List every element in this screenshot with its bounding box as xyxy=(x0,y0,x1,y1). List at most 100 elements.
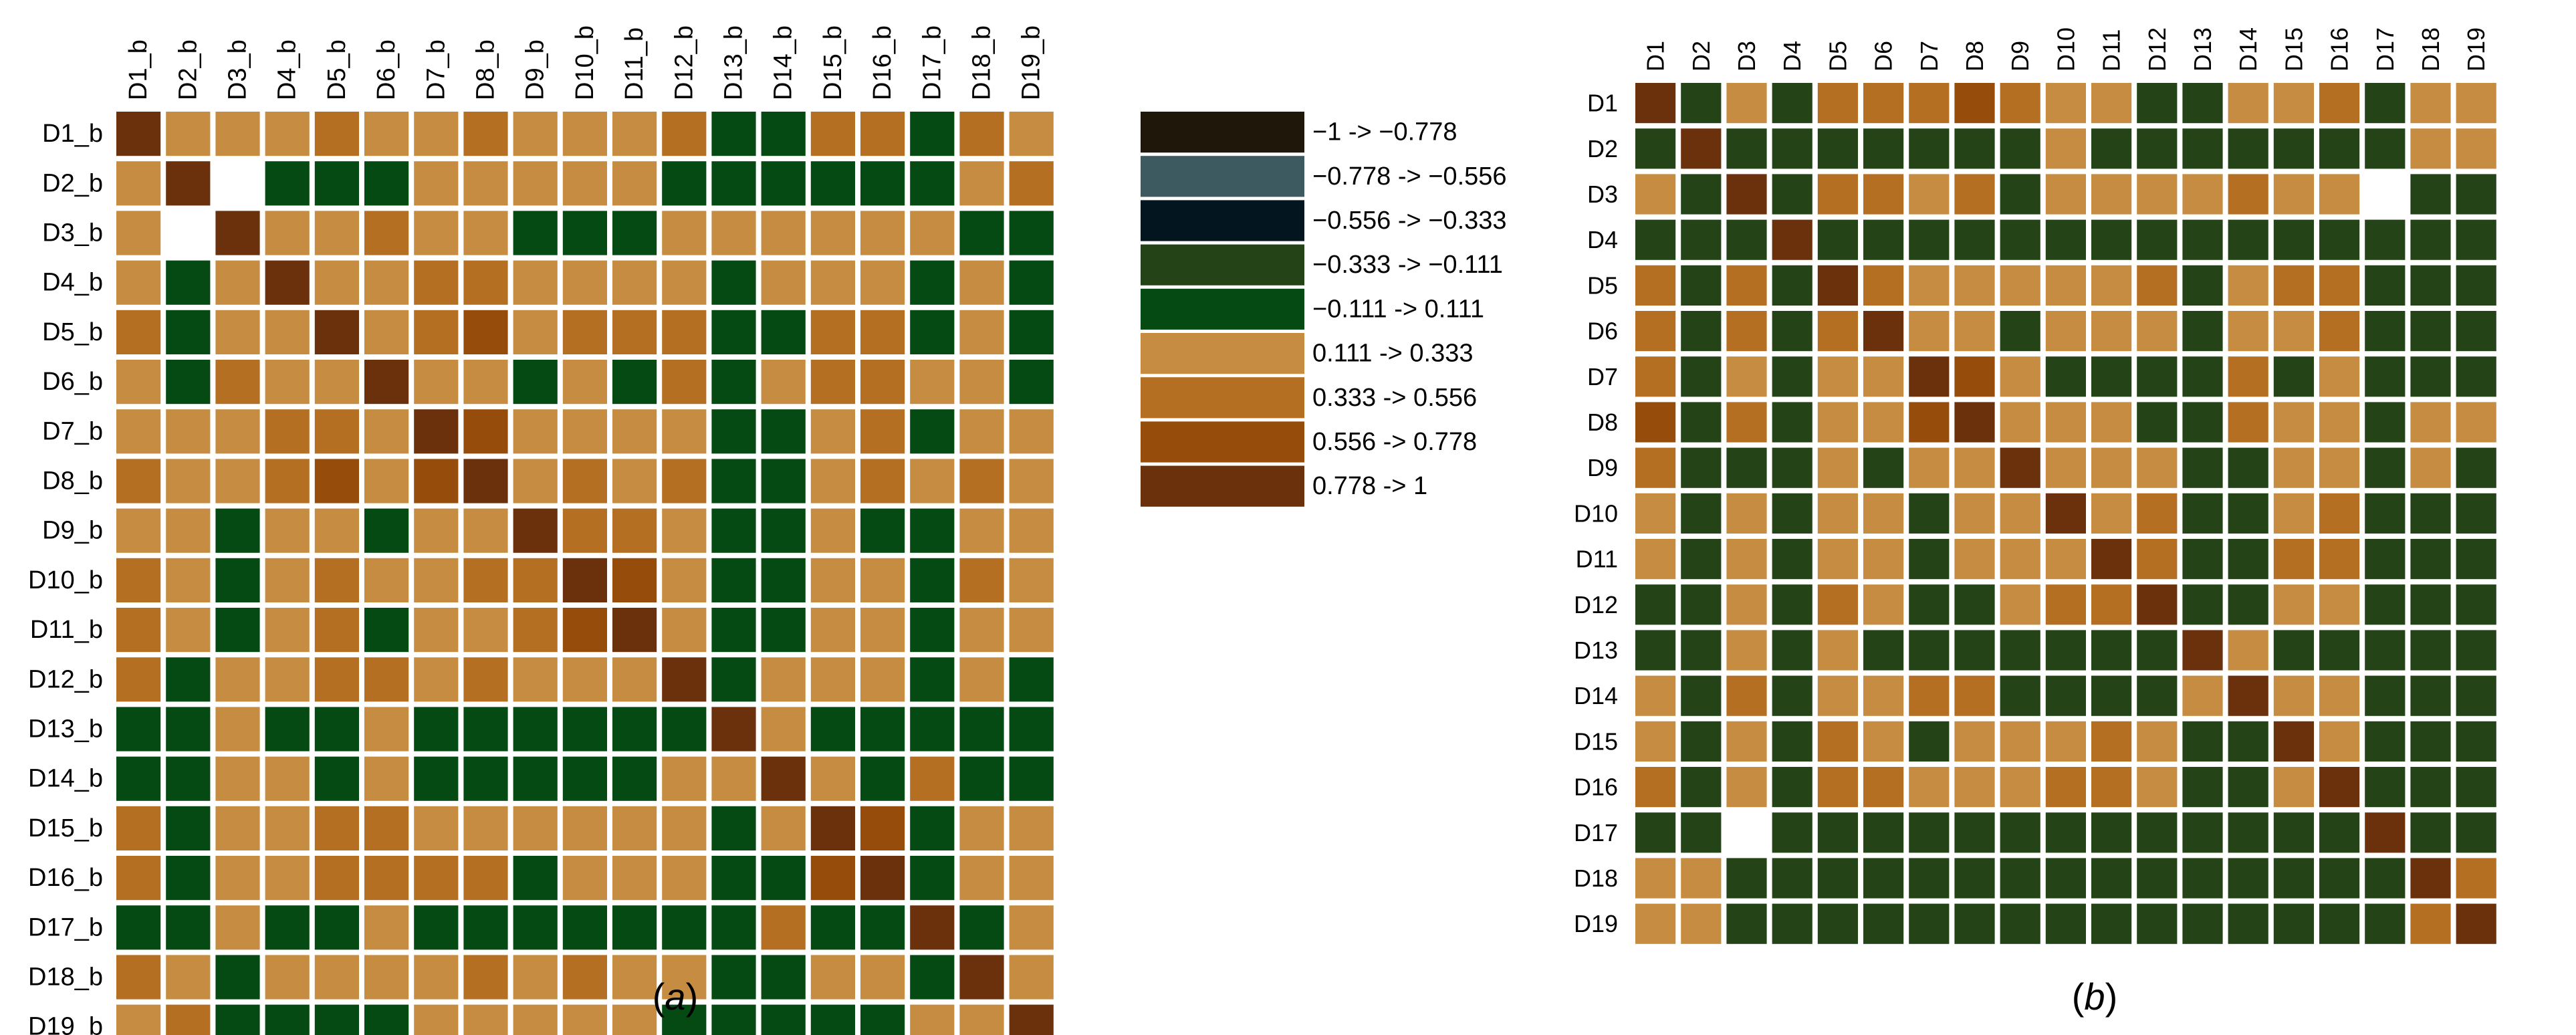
heatmap-cell xyxy=(1909,83,1950,124)
row-label: D12_b xyxy=(28,665,103,693)
legend-label: −0.111 -> 0.111 xyxy=(1312,295,1484,323)
heatmap-cell xyxy=(2091,539,2132,580)
heatmap-cell xyxy=(2410,630,2451,671)
heatmap-cell xyxy=(959,756,1004,801)
heatmap-cell xyxy=(116,558,161,602)
heatmap-cell xyxy=(314,409,359,454)
heatmap-cell xyxy=(2182,265,2223,306)
heatmap-cell xyxy=(1772,721,1812,762)
heatmap-cell xyxy=(562,409,607,454)
heatmap-cell xyxy=(2410,858,2451,899)
heatmap-cell xyxy=(810,260,855,305)
heatmap-cell xyxy=(2410,356,2451,397)
heatmap-cell xyxy=(860,1004,905,1035)
heatmap-cell xyxy=(2410,903,2451,944)
legend: −1 -> −0.778 −0.778 -> −0.556 −0.556 -> −0… xyxy=(1141,112,1507,507)
heatmap-cell xyxy=(265,806,310,850)
heatmap-cell xyxy=(2137,311,2178,352)
heatmap-cell xyxy=(910,955,955,1000)
heatmap-cell xyxy=(364,756,409,801)
heatmap-cell xyxy=(1954,767,1995,808)
heatmap-cell xyxy=(2228,767,2268,808)
heatmap-cell xyxy=(314,756,359,801)
heatmap-cell xyxy=(414,409,459,454)
heatmap-cell xyxy=(910,112,955,156)
column-label: D10 xyxy=(2052,27,2079,72)
heatmap-cell xyxy=(215,756,260,801)
heatmap-cell xyxy=(1817,584,1858,625)
heatmap-cell xyxy=(2137,402,2178,443)
heatmap-cell xyxy=(2319,356,2360,397)
row-label: D7_b xyxy=(42,417,103,445)
heatmap-cell xyxy=(314,360,359,405)
heatmap-cell xyxy=(116,360,161,405)
heatmap-cell xyxy=(2091,402,2132,443)
heatmap-cell xyxy=(1954,721,1995,762)
heatmap-cell xyxy=(959,459,1004,503)
heatmap-cell xyxy=(2228,83,2268,124)
heatmap-cell xyxy=(711,310,756,354)
heatmap-cell xyxy=(761,112,806,156)
heatmap-cell xyxy=(1009,558,1054,602)
heatmap-cell xyxy=(662,707,707,752)
heatmap-cell xyxy=(1009,856,1054,901)
heatmap-cell xyxy=(116,508,161,553)
heatmap-cell xyxy=(166,409,211,454)
heatmap-cell xyxy=(1909,311,1950,352)
heatmap-cell xyxy=(662,260,707,305)
row-label: D3 xyxy=(1587,181,1618,208)
row-label: D2 xyxy=(1587,135,1618,162)
heatmap-cell xyxy=(959,806,1004,850)
heatmap-cell xyxy=(2319,493,2360,534)
heatmap-cell xyxy=(2000,721,2040,762)
column-label: D19 xyxy=(2462,27,2490,72)
heatmap-cell xyxy=(314,806,359,850)
heatmap-cell xyxy=(562,508,607,553)
heatmap-cell xyxy=(2456,447,2496,488)
heatmap-cell xyxy=(116,459,161,503)
heatmap-cell xyxy=(513,707,558,752)
heatmap-cell xyxy=(2410,767,2451,808)
heatmap-cell xyxy=(1863,219,1904,260)
heatmap-cell xyxy=(1909,721,1950,762)
heatmap-cell xyxy=(612,756,657,801)
heatmap-cell xyxy=(761,1004,806,1035)
heatmap-cell xyxy=(2091,83,2132,124)
heatmap-cell xyxy=(2045,128,2086,169)
heatmap-cell xyxy=(314,657,359,702)
heatmap-cell xyxy=(2000,767,2040,808)
heatmap-cell xyxy=(2365,311,2406,352)
heatmap-cell xyxy=(215,608,260,653)
legend-label: 0.778 -> 1 xyxy=(1312,472,1427,500)
heatmap-cell xyxy=(1772,174,1812,215)
column-label: D13 xyxy=(2189,27,2216,72)
heatmap-cell xyxy=(910,806,955,850)
row-label: D19_b xyxy=(28,1013,103,1035)
heatmap-cell xyxy=(2228,630,2268,671)
heatmap-cell xyxy=(2091,311,2132,352)
heatmap-cell xyxy=(761,955,806,1000)
heatmap-cell xyxy=(860,657,905,702)
heatmap-cell xyxy=(1909,584,1950,625)
heatmap-cell xyxy=(910,161,955,206)
heatmap-cell xyxy=(1772,903,1812,944)
heatmap-cell xyxy=(761,558,806,602)
heatmap-cell xyxy=(265,558,310,602)
heatmap-cell xyxy=(1635,812,1676,853)
heatmap-cell xyxy=(1635,83,1676,124)
heatmap-cell xyxy=(612,806,657,850)
heatmap-cell xyxy=(959,260,1004,305)
heatmap-cell xyxy=(364,707,409,752)
heatmap-cell xyxy=(662,608,707,653)
heatmap-cell xyxy=(1863,447,1904,488)
heatmap-cell xyxy=(1909,493,1950,534)
heatmap-cell xyxy=(711,211,756,255)
heatmap-cell xyxy=(265,657,310,702)
heatmap-cell xyxy=(810,608,855,653)
heatmap-cell xyxy=(166,558,211,602)
heatmap-cell xyxy=(2273,539,2314,580)
heatmap-cell xyxy=(959,161,1004,206)
heatmap-cell xyxy=(2137,83,2178,124)
heatmap-cell xyxy=(2182,858,2223,899)
heatmap-cell xyxy=(2137,265,2178,306)
